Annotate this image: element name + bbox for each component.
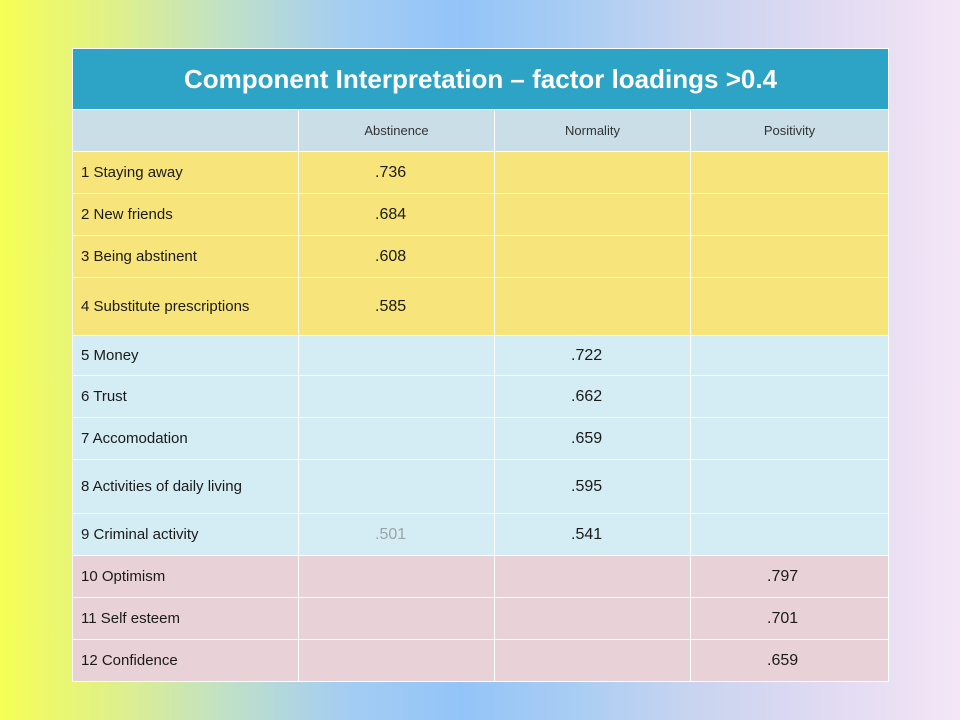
abstinence-value: [298, 639, 495, 682]
normality-value: [494, 639, 691, 682]
header-row: Abstinence Normality Positivity: [72, 109, 890, 152]
table-row: 8 Activities of daily living .595: [72, 459, 890, 514]
positivity-value: [689, 193, 890, 236]
table-row: 3 Being abstinent .608: [72, 235, 890, 278]
table-row: 5 Money .722: [72, 335, 890, 376]
abstinence-value: .736: [298, 151, 495, 194]
positivity-value: [689, 151, 890, 194]
table-row: 1 Staying away .736: [72, 151, 890, 194]
abstinence-value: .501: [298, 513, 495, 556]
table-row: 11 Self esteem .701: [72, 597, 890, 640]
row-label: 10 Optimism: [72, 555, 299, 598]
row-label: 3 Being abstinent: [72, 235, 299, 278]
positivity-value: [689, 513, 890, 556]
abstinence-value: .684: [298, 193, 495, 236]
abstinence-value: [298, 459, 495, 514]
header-positivity: Positivity: [689, 109, 890, 152]
slide-title: Component Interpretation – factor loadin…: [71, 48, 890, 110]
table-row: 12 Confidence .659: [72, 639, 890, 682]
factor-loadings-table: Component Interpretation – factor loadin…: [71, 48, 890, 682]
positivity-value: [689, 459, 890, 514]
positivity-value: .659: [689, 639, 890, 682]
normality-value: .722: [494, 335, 691, 376]
row-label: 7 Accomodation: [72, 417, 299, 460]
title-row: Component Interpretation – factor loadin…: [71, 48, 890, 110]
table-row: 7 Accomodation .659: [72, 417, 890, 460]
positivity-value: [689, 235, 890, 278]
normality-value: [494, 277, 691, 336]
row-label: 6 Trust: [72, 375, 299, 418]
row-label: 5 Money: [72, 335, 299, 376]
normality-value: .595: [494, 459, 691, 514]
normality-value: [494, 597, 691, 640]
positivity-value: [689, 277, 890, 336]
header-normality: Normality: [494, 109, 691, 152]
abstinence-value: [298, 555, 495, 598]
row-label: 2 New friends: [72, 193, 299, 236]
row-label: 4 Substitute prescriptions: [72, 277, 299, 336]
abstinence-value: [298, 597, 495, 640]
header-abstinence: Abstinence: [298, 109, 495, 152]
abstinence-value: [298, 375, 495, 418]
normality-value: .659: [494, 417, 691, 460]
row-label: 9 Criminal activity: [72, 513, 299, 556]
row-label: 11 Self esteem: [72, 597, 299, 640]
normality-value: [494, 193, 691, 236]
table-row: 10 Optimism .797: [72, 555, 890, 598]
normality-value: .662: [494, 375, 691, 418]
positivity-value: .797: [689, 555, 890, 598]
positivity-value: [689, 375, 890, 418]
abstinence-value: [298, 335, 495, 376]
abstinence-value: .585: [298, 277, 495, 336]
positivity-value: [689, 417, 890, 460]
table-row: 2 New friends .684: [72, 193, 890, 236]
row-label: 1 Staying away: [72, 151, 299, 194]
header-blank: [72, 109, 299, 152]
table-row: 6 Trust .662: [72, 375, 890, 418]
positivity-value: .701: [689, 597, 890, 640]
normality-value: .541: [494, 513, 691, 556]
abstinence-value: [298, 417, 495, 460]
normality-value: [494, 151, 691, 194]
table-row: 4 Substitute prescriptions .585: [72, 277, 890, 336]
row-label: 12 Confidence: [72, 639, 299, 682]
table-row: 9 Criminal activity .501 .541: [72, 513, 890, 556]
positivity-value: [689, 335, 890, 376]
abstinence-value: .608: [298, 235, 495, 278]
row-label: 8 Activities of daily living: [72, 459, 299, 514]
normality-value: [494, 555, 691, 598]
normality-value: [494, 235, 691, 278]
